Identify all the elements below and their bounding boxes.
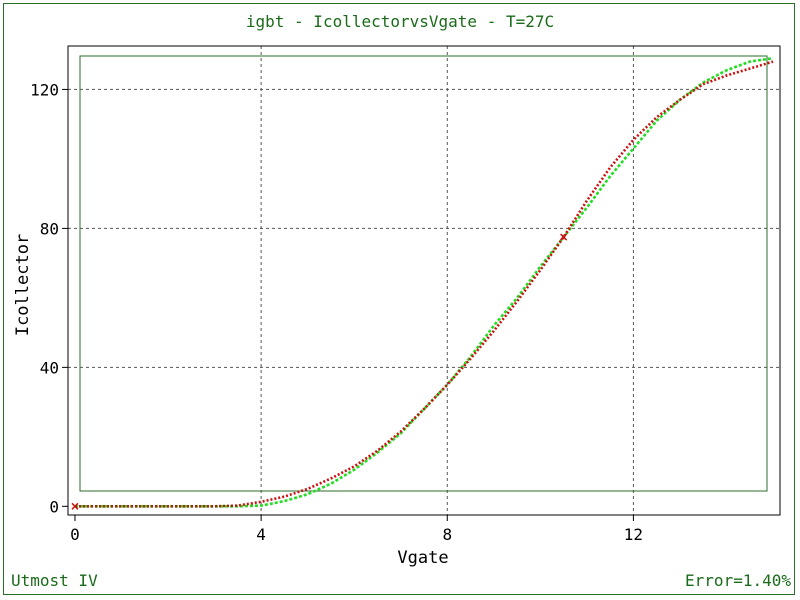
y-tick-label: 120 — [30, 80, 59, 99]
y-tick-label: 0 — [49, 497, 59, 516]
series-measured-line — [75, 56, 774, 508]
app-name-label: Utmost IV — [11, 571, 98, 590]
window-border — [3, 3, 795, 595]
x-tick-label: 0 — [70, 525, 80, 544]
series-simulated-line — [75, 60, 774, 508]
x-tick-label: 12 — [624, 525, 643, 544]
data-bounding-box — [79, 55, 768, 492]
chart-title: igbt - IcollectorvsVgate - T=27C — [245, 12, 555, 31]
series-simulated-marker — [71, 502, 79, 510]
series-layer — [71, 56, 774, 510]
grid-lines — [68, 46, 780, 515]
y-tick-label: 40 — [40, 358, 59, 377]
axes-frame — [67, 45, 781, 516]
y-tick-label: 80 — [40, 219, 59, 238]
x-axis-title: Vgate — [397, 548, 448, 568]
y-axis-title: Icollector — [13, 234, 33, 336]
x-tick-label: 4 — [256, 525, 266, 544]
error-readout: Error=1.40% — [685, 571, 791, 590]
x-tick-label: 8 — [442, 525, 452, 544]
series-simulated-marker — [560, 233, 568, 241]
